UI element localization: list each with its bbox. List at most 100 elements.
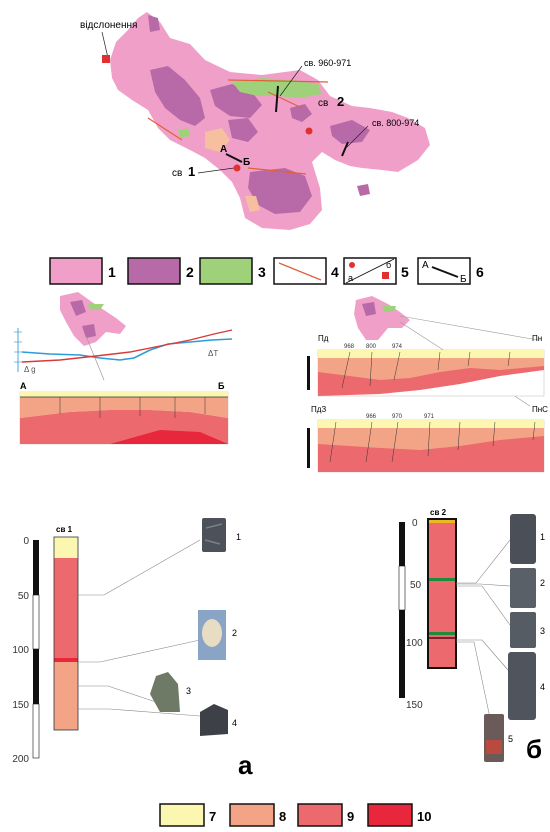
panel-letter-b: б: [526, 734, 542, 764]
outcrop-label: відслонення: [80, 20, 137, 31]
legend-swatch-1: [49, 257, 103, 285]
upper-section-well: [437, 351, 441, 371]
legend-swatch-9: [297, 803, 343, 827]
lower-well-label: 971: [424, 414, 435, 420]
sample-leader: [78, 708, 201, 717]
temperature-curve: [21, 329, 233, 363]
depth-tick-50: 50: [18, 591, 30, 602]
upper-well-label: 968: [344, 344, 355, 350]
column-b: 0 50 100 150 св 2 1 2 3 4 5 б: [398, 508, 545, 764]
lower-section-well: [365, 421, 373, 463]
legend-letter-b: Б: [460, 274, 467, 285]
depth-tick-0: 0: [23, 536, 29, 547]
label-leader: [279, 65, 303, 97]
upper-section-well: [341, 351, 351, 389]
legend-swatch-8: [229, 803, 275, 827]
map-profile-800-974: [341, 141, 349, 157]
legend-well-dot: [349, 262, 355, 268]
map-unit-2-area: [228, 118, 258, 142]
map-section-a-b: [225, 153, 243, 163]
label-leader: [197, 167, 235, 174]
map-unit-2-area: [150, 66, 205, 126]
section-a-b-cover: [20, 392, 228, 397]
map-peach-area: [205, 128, 230, 152]
legend-sub-a: а: [348, 273, 353, 283]
lower-well-label: 970: [392, 414, 403, 420]
depth-tick-100: 100: [12, 645, 29, 656]
sample-num-1: 1: [540, 532, 545, 542]
legend-num-5: 5: [401, 264, 409, 280]
profile-800-974-label: св. 800-974: [372, 118, 419, 128]
column-band-green: [428, 632, 456, 635]
temperature-label: ΔT: [208, 349, 218, 358]
map-unit-3-area: [178, 128, 190, 138]
section-a-b-upper-unit: [20, 394, 228, 418]
core-sample-photo: [510, 612, 536, 648]
mini-map: [382, 306, 396, 312]
sample-leader: [456, 583, 511, 587]
panel-letter-a: а: [238, 750, 253, 780]
legend-outcrop-square: [382, 272, 389, 279]
sample-num-3: 3: [540, 626, 545, 636]
legend-num-2: 2: [186, 264, 194, 280]
column-a: 0 50 100 150 200 св 1 1 2 3 4 а: [12, 518, 253, 780]
legend-top: 1 2 3 4 а б 5 А Б 6: [49, 257, 484, 285]
well-2-prefix: св: [318, 98, 328, 109]
depth-tick-50: 50: [410, 580, 422, 591]
map-unit-1-area: [110, 12, 430, 230]
depth-scale-black: [33, 540, 39, 595]
legend-num-10: 10: [417, 809, 431, 824]
lower-section-well: [492, 421, 496, 447]
sample-num-3: 3: [186, 686, 191, 696]
gravity-curve: [21, 338, 233, 361]
core-sample-photo: [510, 568, 536, 608]
depth-scale-black: [33, 649, 39, 704]
outcrop-marker: [102, 55, 110, 63]
upper-well-label: 800: [366, 344, 377, 350]
map-fault-line: [227, 79, 329, 83]
mini-map: [70, 300, 86, 316]
upper-section-well: [507, 351, 511, 367]
well-1-marker: [233, 164, 241, 172]
label-leader: [101, 31, 109, 59]
legend-num-6: 6: [476, 264, 484, 280]
sample-num-5: 5: [508, 734, 513, 744]
legend-diagonal: [345, 258, 395, 284]
sample-leader: [456, 639, 509, 671]
core-sample-texture: [204, 523, 223, 545]
sample-num-2: 2: [232, 628, 237, 638]
legend-swatch-7: [159, 803, 205, 827]
lower-section-well: [427, 421, 431, 457]
legend-num-8: 8: [279, 809, 286, 824]
core-sample-accent: [486, 740, 502, 754]
column-unit-9: [54, 558, 78, 658]
legend-num-1: 1: [108, 264, 116, 280]
depth-scale-black: [399, 522, 405, 566]
lower-section-cover: [318, 420, 544, 428]
depth-scale-white: [32, 594, 40, 650]
column-unit-10: [54, 658, 78, 662]
well-1-prefix: св: [172, 168, 182, 179]
well-2-number: 2: [337, 94, 344, 109]
sample-num-2: 2: [540, 578, 545, 588]
sample-leader: [456, 539, 511, 584]
upper-section-right: Пн: [532, 334, 542, 343]
section-letter-b: Б: [243, 157, 250, 168]
depth-scale-white: [398, 565, 406, 611]
lower-section-scale: [307, 428, 310, 468]
map-unit-1-tail: [385, 132, 420, 172]
map-fault-line: [147, 117, 183, 141]
depth-tick-150: 150: [406, 700, 423, 711]
upper-well-label: 974: [392, 344, 403, 350]
legend-bottom: 7 8 9 10: [159, 803, 431, 827]
legend-num-4: 4: [331, 264, 339, 280]
map-profile-960-971: [275, 85, 279, 113]
core-sample-photo: [484, 714, 504, 762]
mini-map: [82, 324, 96, 338]
upper-section-cover: [318, 350, 544, 358]
column-unit-8: [54, 662, 78, 730]
lower-section-well: [391, 421, 399, 463]
legend-num-3: 3: [258, 264, 266, 280]
gravity-label: Δ g: [24, 365, 36, 374]
sample-leader: [78, 639, 201, 663]
